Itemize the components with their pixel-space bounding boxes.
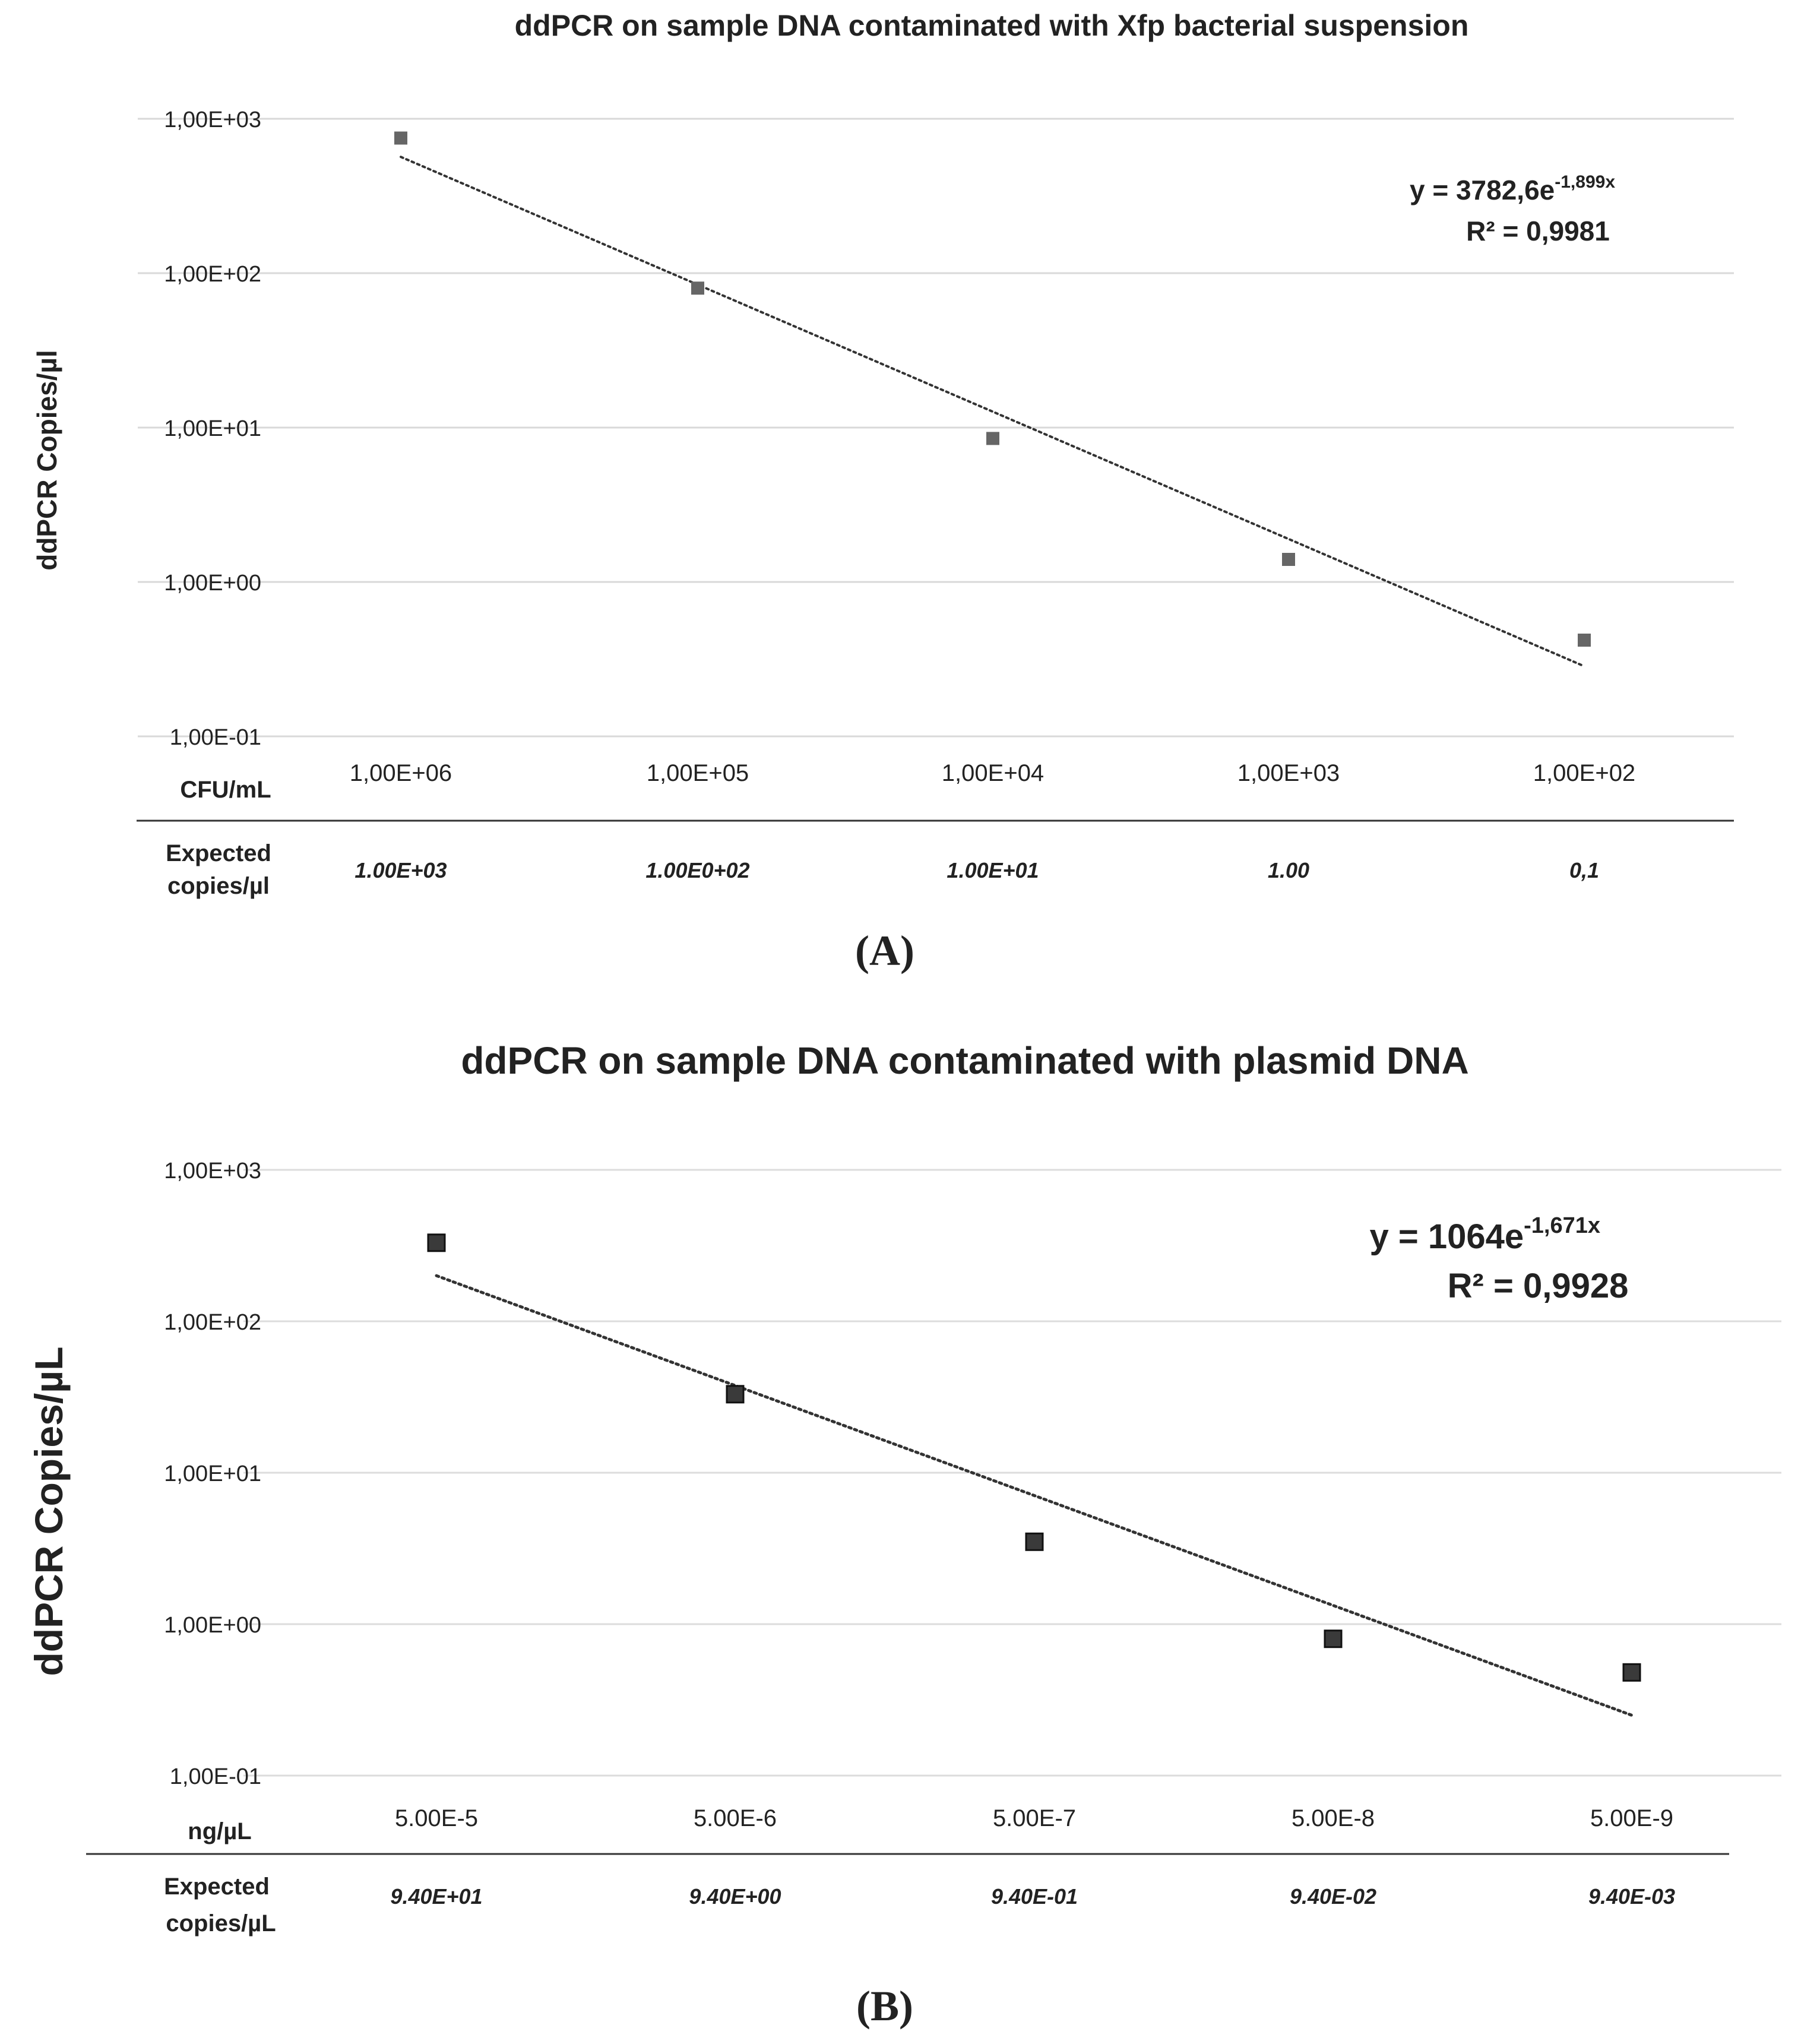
expected-value: 0,1 bbox=[1569, 858, 1599, 882]
trendline bbox=[400, 156, 1585, 667]
y-tick-label: 1,00E+03 bbox=[164, 107, 261, 132]
trendline bbox=[435, 1274, 1634, 1717]
expected-value: 1.00E+01 bbox=[947, 858, 1039, 882]
x-tick-label: 5.00E-7 bbox=[993, 1805, 1076, 1831]
r-squared: R² = 0,9928 bbox=[1448, 1267, 1629, 1305]
expected-value: 1.00E0+02 bbox=[645, 858, 749, 882]
y-tick-label: 1,00E-01 bbox=[170, 1764, 261, 1789]
x-tick-label: 5.00E-5 bbox=[395, 1805, 478, 1831]
chart-panel-b: ddPCR on sample DNA contaminated with pl… bbox=[27, 1039, 1781, 2030]
expected-label-line2: copies/µL bbox=[166, 1910, 276, 1937]
data-point bbox=[394, 131, 407, 145]
y-tick-label: 1,00E+02 bbox=[164, 1310, 261, 1335]
panel-label: (A) bbox=[855, 927, 914, 974]
chart-panel-a: ddPCR on sample DNA contaminated with Xf… bbox=[31, 9, 1734, 974]
data-point bbox=[986, 432, 999, 445]
data-point bbox=[691, 281, 704, 295]
y-tick-label: 1,00E+03 bbox=[164, 1159, 261, 1184]
x-tick-label: 1,00E+04 bbox=[942, 760, 1044, 786]
data-point bbox=[1622, 1663, 1641, 1682]
x-row-label: CFU/mL bbox=[180, 777, 271, 803]
x-tick-label: 5.00E-6 bbox=[694, 1805, 777, 1831]
x-tick-label: 5.00E-8 bbox=[1292, 1805, 1375, 1831]
y-tick-label: 1,00E+00 bbox=[164, 1613, 261, 1638]
expected-value: 9.40E-02 bbox=[1290, 1884, 1376, 1909]
gridlines bbox=[138, 118, 1734, 738]
expected-label-line1: Expected bbox=[164, 1874, 270, 1900]
y-axis-label: ddPCR Copies/µl bbox=[31, 350, 62, 571]
y-axis-label: ddPCR Copies/µL bbox=[27, 1346, 71, 1676]
x-tick-label: 1,00E+05 bbox=[647, 760, 749, 786]
data-point bbox=[726, 1385, 745, 1404]
expected-label-line1: Expected bbox=[166, 840, 271, 866]
expected-value: 9.40E-01 bbox=[991, 1884, 1078, 1909]
expected-value: 9.40E-03 bbox=[1588, 1884, 1675, 1909]
data-point bbox=[1282, 553, 1295, 567]
data-point bbox=[1025, 1532, 1044, 1551]
y-tick-label: 1,00E+02 bbox=[164, 262, 261, 287]
chart-title: ddPCR on sample DNA contaminated with Xf… bbox=[515, 9, 1469, 42]
trend-equation-base: y = 3782,6e bbox=[1410, 175, 1555, 205]
y-tick-label: 1,00E+01 bbox=[164, 416, 261, 441]
trend-equation: y = 1064e-1,671x bbox=[1369, 1213, 1600, 1256]
expected-values: 9.40E+01 9.40E+00 9.40E-01 9.40E-02 9.40… bbox=[390, 1884, 1675, 1909]
x-row-label: ng/µL bbox=[188, 1818, 251, 1844]
trendline-path bbox=[400, 156, 1585, 667]
expected-value: 1.00E+03 bbox=[354, 858, 447, 882]
panel-label: (B) bbox=[856, 1982, 913, 2030]
y-tick-label: 1,00E-01 bbox=[170, 725, 261, 750]
data-point bbox=[1324, 1629, 1343, 1649]
y-tick-labels: 1,00E+03 1,00E+02 1,00E+01 1,00E+00 1,00… bbox=[164, 1159, 261, 1789]
x-tick-label: 1,00E+03 bbox=[1237, 760, 1340, 786]
y-tick-label: 1,00E+00 bbox=[164, 571, 261, 596]
data-point bbox=[1578, 633, 1591, 647]
y-tick-labels: 1,00E+03 1,00E+02 1,00E+01 1,00E+00 1,00… bbox=[164, 107, 261, 750]
trend-equation: y = 3782,6e-1,899x bbox=[1410, 172, 1615, 205]
expected-label-line2: copies/µl bbox=[167, 873, 270, 899]
r-squared: R² = 0,9981 bbox=[1466, 216, 1610, 246]
x-tick-labels: 1,00E+06 1,00E+05 1,00E+04 1,00E+03 1,00… bbox=[350, 760, 1635, 786]
data-point bbox=[427, 1233, 446, 1252]
trend-equation-exponent: -1,899x bbox=[1555, 172, 1615, 192]
data-points bbox=[427, 1233, 1641, 1682]
x-tick-label: 1,00E+02 bbox=[1533, 760, 1635, 786]
x-tick-labels: 5.00E-5 5.00E-6 5.00E-7 5.00E-8 5.00E-9 bbox=[395, 1805, 1673, 1831]
chart-title: ddPCR on sample DNA contaminated with pl… bbox=[461, 1039, 1468, 1082]
trend-equation-base: y = 1064e bbox=[1369, 1217, 1524, 1256]
x-tick-label: 1,00E+06 bbox=[350, 760, 452, 786]
trendline-path bbox=[435, 1274, 1634, 1717]
trend-equation-exponent: -1,671x bbox=[1524, 1213, 1600, 1238]
data-points bbox=[394, 131, 1591, 647]
expected-value: 1.00 bbox=[1268, 858, 1309, 882]
expected-value: 9.40E+01 bbox=[390, 1884, 482, 1909]
x-tick-label: 5.00E-9 bbox=[1590, 1805, 1673, 1831]
y-tick-label: 1,00E+01 bbox=[164, 1461, 261, 1486]
expected-values: 1.00E+03 1.00E0+02 1.00E+01 1.00 0,1 bbox=[354, 858, 1599, 882]
gridlines bbox=[243, 1169, 1781, 1777]
expected-value: 9.40E+00 bbox=[689, 1884, 781, 1909]
